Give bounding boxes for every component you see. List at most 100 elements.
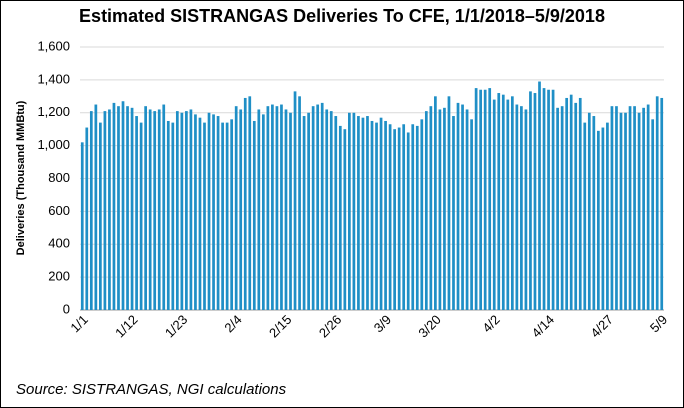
bar bbox=[642, 107, 645, 310]
bar bbox=[148, 109, 152, 311]
chart-title: Estimated SISTRANGAS Deliveries To CFE, … bbox=[79, 6, 605, 26]
bar bbox=[243, 97, 247, 310]
bar bbox=[533, 93, 537, 311]
bar bbox=[99, 122, 102, 310]
bar bbox=[624, 112, 627, 310]
bar bbox=[275, 106, 279, 310]
bar bbox=[452, 116, 455, 310]
bar bbox=[329, 111, 333, 310]
bar bbox=[461, 104, 464, 310]
bar bbox=[194, 114, 197, 310]
bar bbox=[216, 116, 220, 310]
bar bbox=[615, 106, 618, 310]
y-tick-label: 1,200 bbox=[37, 104, 70, 119]
bar bbox=[393, 129, 396, 310]
bar bbox=[443, 107, 446, 310]
bar bbox=[606, 122, 609, 310]
bar bbox=[520, 106, 523, 310]
bar bbox=[257, 109, 261, 311]
bar bbox=[144, 106, 148, 310]
bar bbox=[447, 96, 451, 310]
y-tick-label: 1,600 bbox=[37, 38, 70, 53]
bar bbox=[388, 124, 392, 310]
bar bbox=[334, 116, 338, 310]
bar bbox=[370, 120, 374, 310]
bar bbox=[357, 116, 360, 310]
bar bbox=[560, 106, 564, 310]
bar bbox=[501, 94, 505, 310]
bar bbox=[434, 96, 437, 310]
bar bbox=[470, 119, 473, 310]
bar bbox=[578, 97, 582, 310]
bar bbox=[121, 101, 125, 311]
bar bbox=[375, 122, 378, 310]
bar bbox=[420, 119, 424, 310]
bar bbox=[538, 81, 541, 310]
bar bbox=[397, 127, 401, 310]
bar bbox=[108, 109, 111, 311]
bar bbox=[166, 120, 170, 310]
bar bbox=[474, 88, 478, 310]
bar bbox=[565, 97, 569, 310]
bar bbox=[271, 104, 274, 310]
bar bbox=[524, 109, 528, 311]
bar bbox=[660, 97, 664, 310]
y-tick-label: 0 bbox=[63, 301, 70, 316]
bar bbox=[325, 109, 329, 311]
bar bbox=[117, 106, 120, 310]
bar bbox=[189, 109, 193, 311]
source-note: Source: SISTRANGAS, NGI calculations bbox=[16, 381, 287, 398]
bar bbox=[198, 117, 202, 311]
bar bbox=[637, 112, 641, 310]
y-tick-label: 600 bbox=[48, 203, 70, 218]
bar bbox=[298, 96, 301, 310]
bar bbox=[651, 119, 655, 310]
bar bbox=[384, 120, 387, 310]
bar bbox=[175, 111, 179, 310]
bar bbox=[135, 116, 138, 310]
bar bbox=[542, 88, 546, 310]
bar bbox=[307, 112, 310, 310]
bar bbox=[221, 122, 224, 310]
bar bbox=[352, 112, 356, 310]
bar bbox=[492, 99, 496, 310]
bar bbox=[180, 112, 184, 310]
bar bbox=[293, 91, 297, 310]
bar bbox=[379, 117, 383, 311]
bar bbox=[456, 102, 460, 310]
bar bbox=[429, 106, 433, 310]
bar bbox=[311, 106, 315, 310]
bar bbox=[601, 127, 605, 310]
bar bbox=[320, 102, 324, 310]
bar bbox=[139, 122, 143, 310]
bar bbox=[479, 89, 483, 310]
bar bbox=[488, 88, 492, 310]
bar bbox=[438, 109, 442, 311]
bar bbox=[289, 112, 292, 310]
bar bbox=[547, 89, 550, 310]
bar bbox=[415, 125, 419, 311]
bar bbox=[655, 96, 659, 310]
bar bbox=[610, 106, 614, 310]
bar bbox=[465, 109, 469, 311]
bar bbox=[185, 111, 188, 310]
bar bbox=[411, 124, 415, 310]
bar bbox=[633, 106, 636, 310]
bar bbox=[212, 114, 215, 310]
bar bbox=[302, 116, 306, 310]
bar bbox=[338, 125, 342, 311]
bar bbox=[316, 104, 320, 310]
bar bbox=[203, 122, 206, 310]
bar bbox=[646, 104, 650, 310]
bar bbox=[506, 99, 510, 310]
bar bbox=[248, 96, 252, 310]
y-tick-label: 200 bbox=[48, 269, 70, 284]
bar bbox=[556, 107, 559, 310]
bar bbox=[366, 116, 369, 310]
bar bbox=[284, 109, 288, 311]
bar bbox=[80, 142, 84, 310]
bar bbox=[596, 130, 600, 310]
bar bbox=[515, 104, 519, 310]
bar bbox=[280, 104, 283, 310]
bar bbox=[94, 104, 98, 310]
